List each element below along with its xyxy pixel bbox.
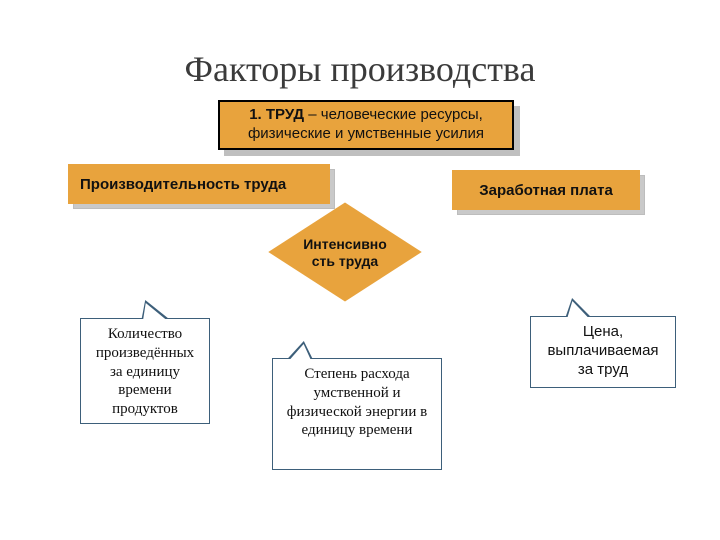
- productivity-label: Производительность труда: [80, 176, 286, 193]
- diagram-canvas: Факторы производства 1. ТРУД – человечес…: [0, 0, 720, 540]
- productivity-bar: Производительность труда: [68, 164, 330, 204]
- productivity-callout-text: Количество произведённых за единицу врем…: [96, 326, 194, 417]
- salary-label: Заработная плата: [479, 182, 613, 199]
- page-title: Факторы производства: [0, 48, 720, 90]
- salary-callout-text: Цена, выплачиваемая за труд: [547, 323, 658, 378]
- intensity-callout-text: Степень расхода умственной и физической …: [287, 366, 427, 438]
- salary-bar: Заработная плата: [452, 170, 640, 210]
- intensity-label: Интенсивность труда: [290, 236, 400, 270]
- salary-callout: Цена, выплачиваемая за труд: [530, 316, 676, 388]
- labor-definition-box: 1. ТРУД – человеческие ресурсы, физическ…: [218, 100, 514, 150]
- productivity-callout: Количество произведённых за единицу врем…: [80, 318, 210, 424]
- labor-definition-text: 1. ТРУД – человеческие ресурсы, физическ…: [230, 106, 502, 144]
- intensity-callout: Степень расхода умственной и физической …: [272, 358, 442, 470]
- intensity-callout-pointer-fill: [290, 344, 313, 359]
- labor-bold: 1. ТРУД: [249, 106, 304, 123]
